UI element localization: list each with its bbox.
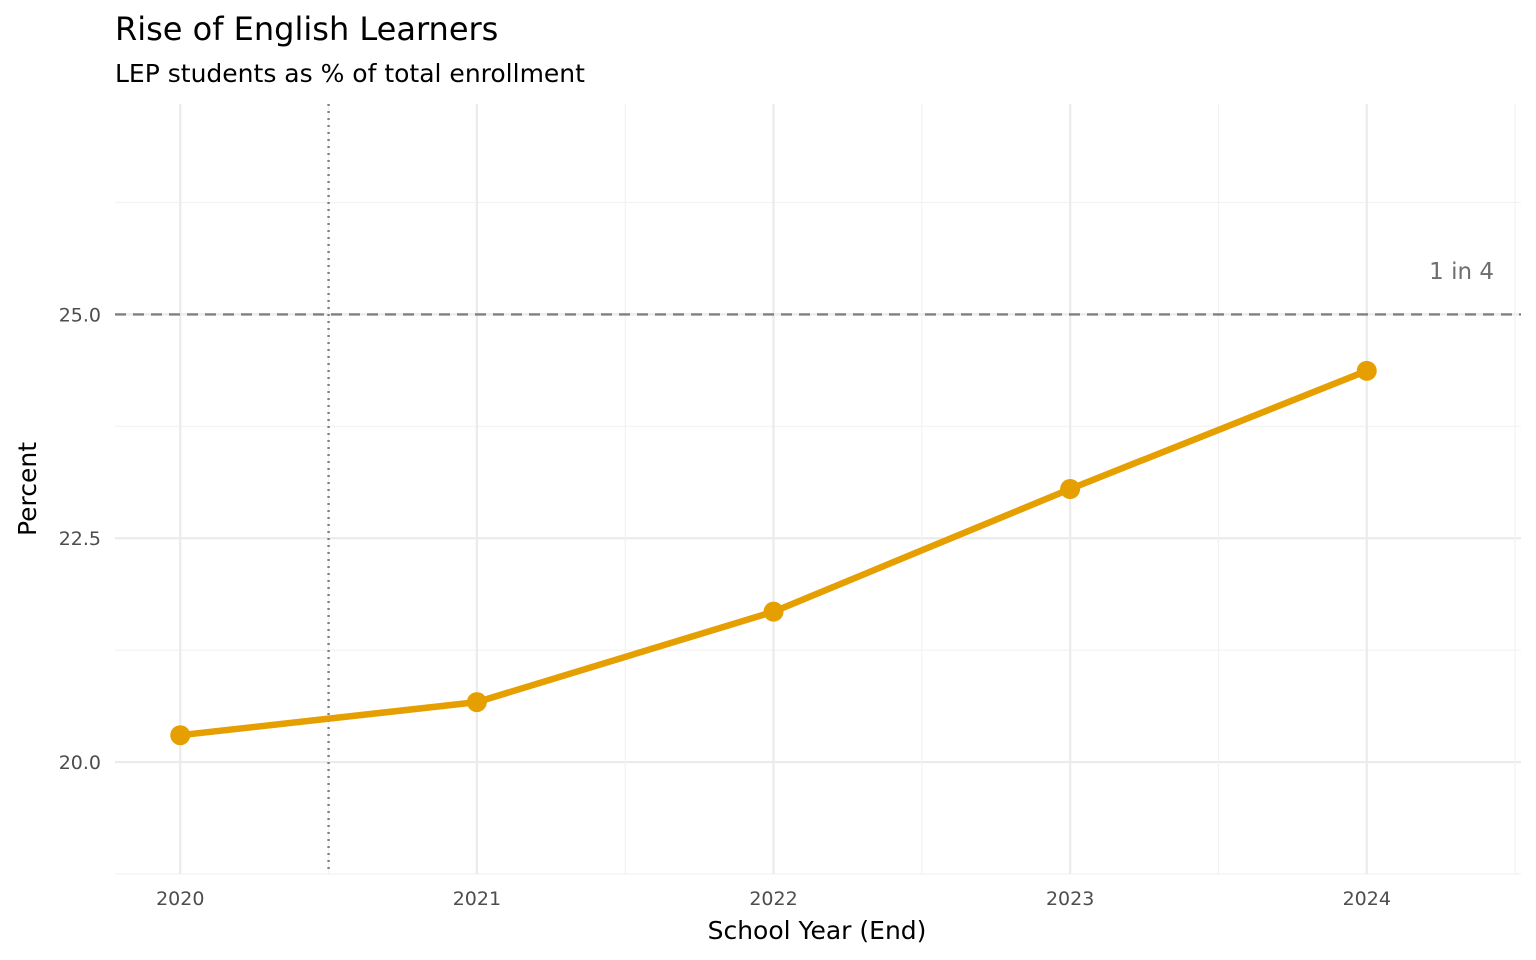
data-point [170, 725, 191, 746]
reference-lines [115, 104, 1521, 874]
y-tick-label: 22.5 [59, 528, 101, 550]
x-axis-ticks: 2020 2021 2022 2023 2024 [156, 888, 1391, 910]
x-tick-label: 2022 [749, 888, 797, 910]
x-tick-label: 2021 [453, 888, 501, 910]
data-point [466, 692, 487, 713]
x-tick-label: 2020 [156, 888, 204, 910]
x-axis-title: School Year (End) [708, 916, 927, 945]
y-tick-label: 20.0 [59, 752, 101, 774]
y-axis-ticks: 20.0 22.5 25.0 [59, 304, 101, 774]
series-layer [170, 360, 1377, 746]
data-point [763, 601, 784, 622]
chart-title: Rise of English Learners [115, 10, 498, 48]
reference-line-label: 1 in 4 [1429, 259, 1494, 285]
x-tick-label: 2024 [1343, 888, 1391, 910]
y-tick-label: 25.0 [59, 304, 101, 326]
data-point [1356, 360, 1377, 381]
data-point [1060, 479, 1081, 499]
y-axis-title: Percent [13, 442, 42, 536]
x-tick-label: 2023 [1046, 888, 1094, 910]
chart-subtitle: LEP students as % of total enrollment [115, 59, 585, 88]
grid-lines [115, 104, 1521, 875]
